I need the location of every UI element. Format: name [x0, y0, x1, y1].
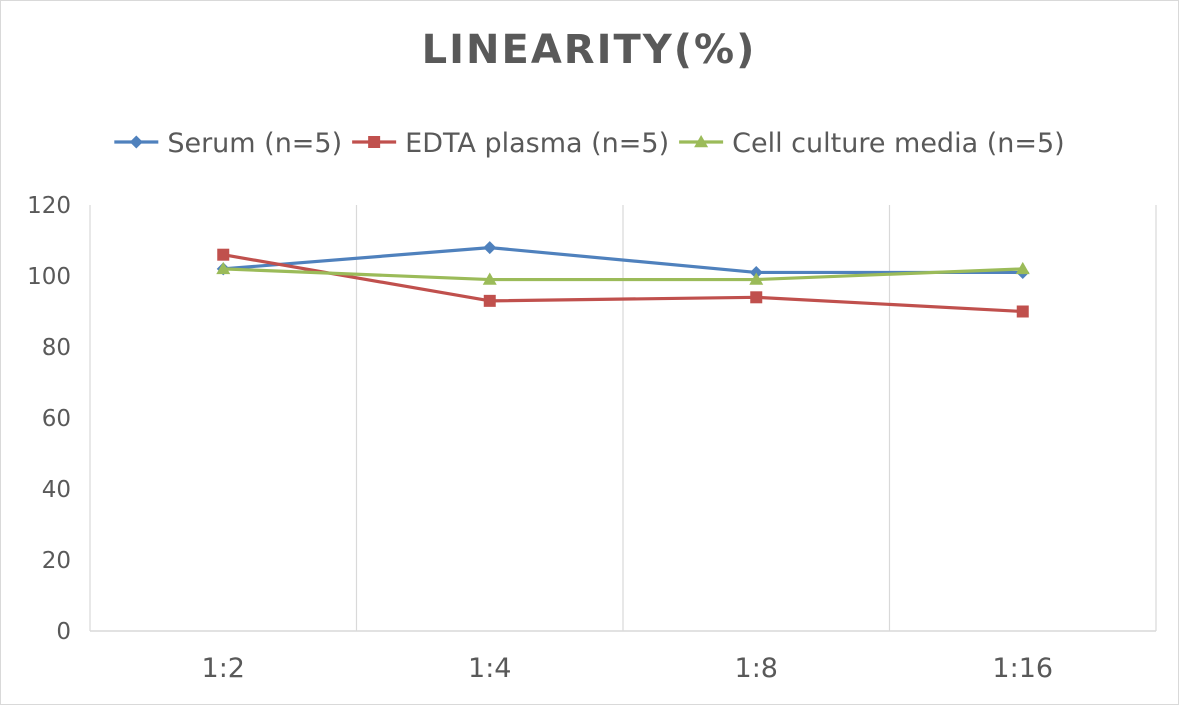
x-tick-label: 1:4 [468, 653, 511, 684]
series-line [221, 253, 1025, 314]
data-point [483, 241, 497, 255]
legend-marker [129, 135, 143, 149]
x-tick-label: 1:2 [202, 653, 245, 684]
data-point [750, 291, 763, 304]
legend-marker [694, 135, 709, 148]
legend: Serum (n=5) EDTA plasma (n=5) Cell culture… [114, 128, 1065, 159]
y-tick-label: 20 [42, 548, 71, 574]
legend-label: EDTA plasma (n=5) [405, 128, 669, 159]
y-tick-label: 0 [56, 619, 71, 645]
chart-title: LINEARITY(%) [422, 27, 757, 73]
x-tick-label: 1:16 [992, 653, 1053, 684]
data-point [749, 272, 764, 285]
legend-item-serum-n-5: Serum (n=5) [114, 128, 342, 159]
series-line [221, 267, 1025, 282]
grid [89, 205, 1157, 631]
axes: 0 20 40 60 80 100 120 1:2 1:4 1:8 1:16 [27, 193, 1156, 684]
data-point [217, 248, 230, 261]
y-tick-label: 60 [42, 406, 71, 432]
y-tick-label: 40 [42, 477, 71, 503]
data-point [1015, 261, 1030, 275]
legend-item-edta-plasma-n-5: EDTA plasma (n=5) [352, 128, 669, 159]
data-point [1016, 305, 1029, 318]
legend-marker [368, 136, 381, 148]
legend-label: Serum (n=5) [167, 128, 342, 159]
y-tick-label: 100 [27, 264, 71, 290]
x-tick-label: 1:8 [735, 653, 778, 684]
series-cell-culture-media-n-5 [216, 261, 1030, 285]
data-point [216, 261, 231, 275]
y-tick-label: 120 [27, 193, 71, 219]
data-point [482, 272, 497, 285]
legend-item-cell-culture-media-n-5: Cell culture media (n=5) [679, 128, 1065, 159]
series-edta-plasma-n-5 [217, 248, 1029, 318]
series-line [221, 246, 1025, 275]
data-point [483, 294, 496, 307]
y-tick-label: 80 [42, 335, 71, 361]
series-layer [216, 241, 1030, 318]
legend-label: Cell culture media (n=5) [732, 128, 1065, 159]
data-point [749, 265, 763, 279]
